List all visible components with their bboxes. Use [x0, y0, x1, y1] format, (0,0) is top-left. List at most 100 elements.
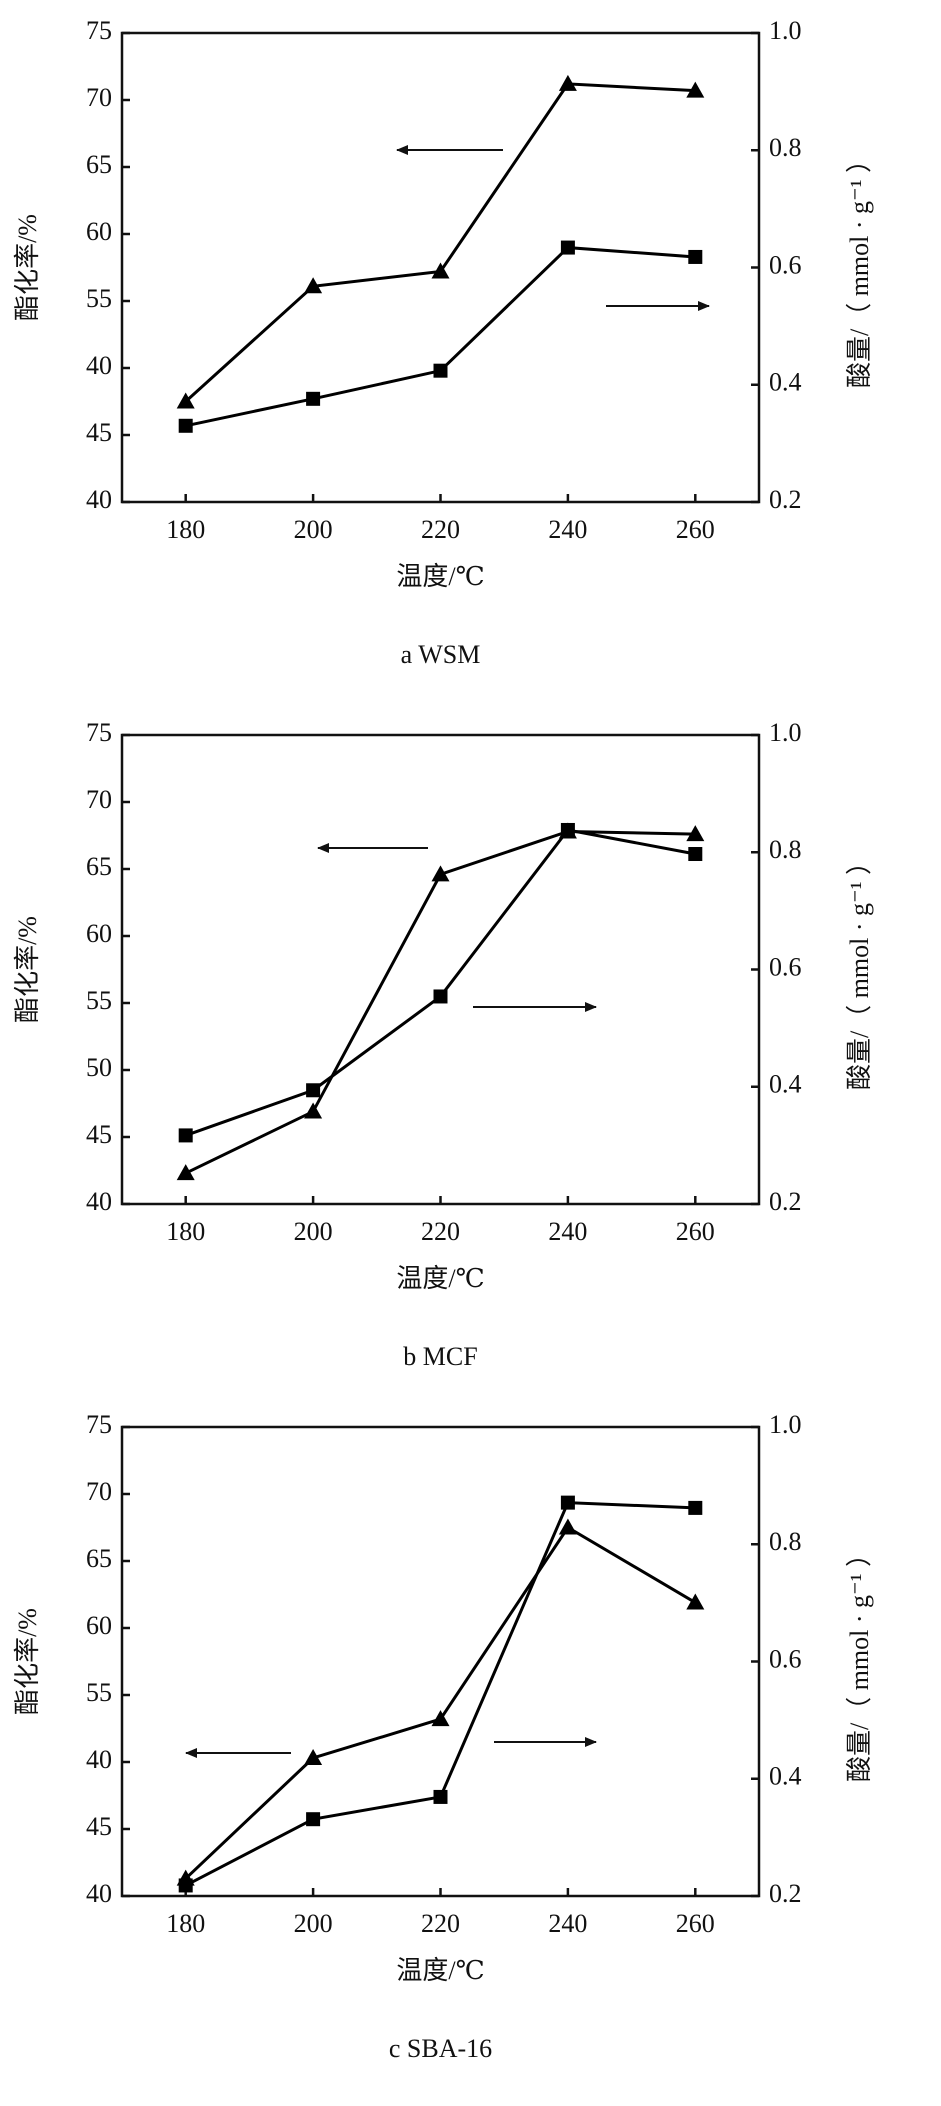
x-tick-label: 200 [294, 1217, 333, 1246]
square-marker [178, 418, 193, 433]
triangle-marker [176, 392, 195, 409]
plot-frame [120, 1425, 761, 1898]
triangle-marker [176, 1164, 195, 1181]
square-marker [178, 1128, 193, 1143]
square-marker [306, 1812, 321, 1827]
y2-tick-label: 0.6 [769, 1644, 802, 1673]
triangle-marker [304, 1102, 323, 1119]
y2-tick-label: 0.8 [769, 133, 802, 162]
triangle-marker [558, 74, 577, 91]
y-tick-label: 55 [86, 284, 112, 313]
triangle-marker [686, 825, 705, 842]
caption: c SBA-16 [389, 2034, 492, 2063]
x-tick-label: 200 [294, 515, 333, 544]
y-axis-label: 酯化率/% [13, 916, 42, 1023]
y2-axis-label: 酸量/（ mmol · g⁻¹ ） [845, 849, 874, 1090]
x-axis-label: 温度/℃ [396, 1956, 484, 1985]
y-tick-label: 45 [86, 418, 112, 447]
triangle-marker [304, 1748, 323, 1765]
y2-tick-label: 1.0 [769, 1410, 802, 1439]
x-tick-label: 260 [676, 515, 715, 544]
y-tick-label: 55 [86, 986, 112, 1015]
y-tick-label: 65 [86, 150, 112, 179]
square-marker [306, 391, 321, 406]
y-tick-label: 45 [86, 1812, 112, 1841]
y-axis-label: 酯化率/% [13, 1608, 42, 1715]
y-tick-label: 75 [86, 16, 112, 45]
chart-panel: 40 45 40 55 60 65 70 75 0.2 0.4 0.6 0.8 1.0 180 200 220… [13, 16, 874, 669]
y2-tick-label: 0.8 [769, 835, 802, 864]
triangle-marker [686, 81, 705, 98]
y2-tick-label: 0.4 [769, 1070, 802, 1099]
y-tick-label: 40 [86, 485, 112, 514]
x-tick-label: 220 [421, 1217, 460, 1246]
x-tick-label: 220 [421, 515, 460, 544]
caption: b MCF [403, 1342, 477, 1371]
square-marker [560, 1495, 575, 1510]
triangle-marker [686, 1593, 705, 1610]
y2-tick-label: 0.4 [769, 368, 802, 397]
y-tick-label: 75 [86, 1410, 112, 1439]
x-axis-label: 温度/℃ [396, 1264, 484, 1293]
x-tick-label: 180 [166, 1909, 205, 1938]
y-tick-label: 70 [86, 785, 112, 814]
y-tick-label: 40 [86, 1187, 112, 1216]
x-tick-label: 180 [166, 515, 205, 544]
square-marker [178, 1878, 193, 1893]
x-tick-label: 240 [548, 1909, 587, 1938]
y-tick-label: 60 [86, 919, 112, 948]
y2-tick-label: 0.6 [769, 250, 802, 279]
chart-panel: 40 45 40 55 60 65 70 75 0.2 0.4 0.6 0.8 1.0 180 200 220… [13, 1410, 874, 2063]
y-tick-label: 65 [86, 852, 112, 881]
y-tick-label: 60 [86, 217, 112, 246]
x-tick-label: 180 [166, 1217, 205, 1246]
y-tick-label: 45 [86, 1120, 112, 1149]
x-axis-label: 温度/℃ [396, 562, 484, 591]
x-tick-label: 260 [676, 1909, 715, 1938]
series-line [185, 1501, 696, 1887]
y-tick-label: 75 [86, 718, 112, 747]
y2-axis-label: 酸量/（ mmol · g⁻¹ ） [845, 1541, 874, 1782]
triangle-marker [431, 1710, 450, 1727]
y2-tick-label: 0.4 [769, 1762, 802, 1791]
y2-tick-label: 1.0 [769, 718, 802, 747]
y-tick-label: 70 [86, 1477, 112, 1506]
square-marker [433, 989, 448, 1004]
y2-tick-label: 0.2 [769, 1187, 802, 1216]
square-marker [688, 249, 703, 264]
y-tick-label: 40 [86, 1745, 112, 1774]
chart-panel: 40 45 50 55 60 65 70 75 0.2 0.4 0.6 0.8 1.0 180 200 220… [13, 718, 874, 1371]
triangle-marker [431, 865, 450, 882]
square-marker [433, 1789, 448, 1804]
square-marker [433, 363, 448, 378]
square-marker [688, 1500, 703, 1515]
y-tick-label: 65 [86, 1544, 112, 1573]
triangle-marker [304, 277, 323, 294]
square-marker [560, 822, 575, 837]
series-line [184, 1525, 697, 1880]
y2-axis-label: 酸量/（ mmol · g⁻¹ ） [845, 147, 874, 388]
plot-frame [120, 733, 761, 1206]
x-tick-label: 220 [421, 1909, 460, 1938]
y2-tick-label: 0.2 [769, 485, 802, 514]
y2-tick-label: 1.0 [769, 16, 802, 45]
x-tick-label: 260 [676, 1217, 715, 1246]
triangle-marker [558, 1518, 577, 1535]
square-marker [560, 240, 575, 255]
y2-tick-label: 0.6 [769, 952, 802, 981]
y-tick-label: 60 [86, 1611, 112, 1640]
square-marker [306, 1083, 321, 1098]
y-tick-label: 50 [86, 1053, 112, 1082]
y-axis-label: 酯化率/% [13, 214, 42, 321]
y2-tick-label: 0.8 [769, 1527, 802, 1556]
y-tick-label: 70 [86, 83, 112, 112]
y-tick-label: 55 [86, 1678, 112, 1707]
series-line [184, 82, 696, 403]
y2-tick-label: 0.2 [769, 1879, 802, 1908]
x-tick-label: 200 [294, 1909, 333, 1938]
x-tick-label: 240 [548, 1217, 587, 1246]
y-tick-label: 40 [86, 351, 112, 380]
caption: a WSM [401, 640, 481, 669]
y-tick-label: 40 [86, 1879, 112, 1908]
